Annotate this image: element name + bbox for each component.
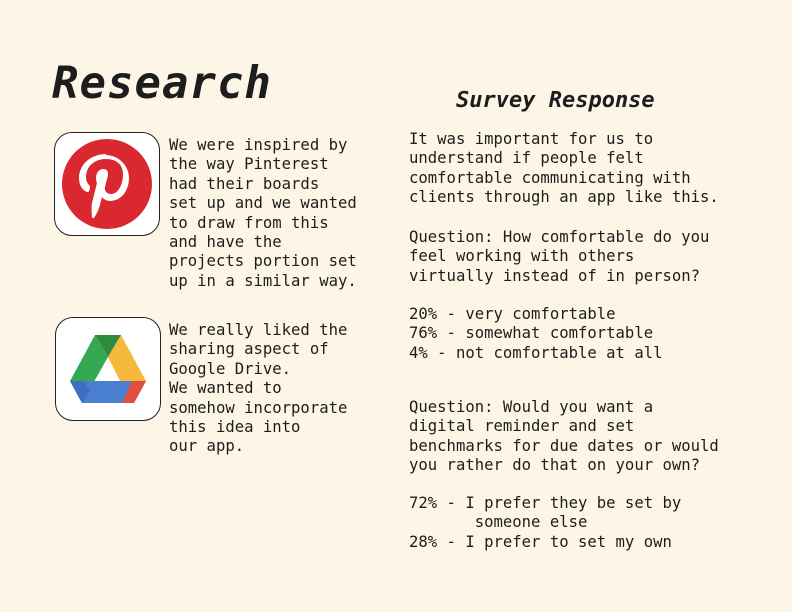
- pinterest-logo-icon: [54, 132, 160, 236]
- survey-question-2-results: 72% - I prefer they be set by someone el…: [409, 494, 682, 551]
- survey-question-1-results: 20% - very comfortable 76% - somewhat co…: [409, 305, 663, 362]
- pinterest-description: We were inspired by the way Pinterest ha…: [169, 136, 357, 290]
- survey-intro: It was important for us to understand if…: [409, 130, 719, 207]
- survey-heading: Survey Response: [456, 88, 655, 113]
- survey-question-2: Question: Would you want a digital remin…: [409, 398, 719, 475]
- google-drive-logo-icon: [55, 317, 161, 421]
- survey-question-1: Question: How comfortable do you feel wo…: [409, 228, 710, 285]
- google-drive-description: We really liked the sharing aspect of Go…: [169, 321, 348, 456]
- page-title: Research: [52, 58, 272, 109]
